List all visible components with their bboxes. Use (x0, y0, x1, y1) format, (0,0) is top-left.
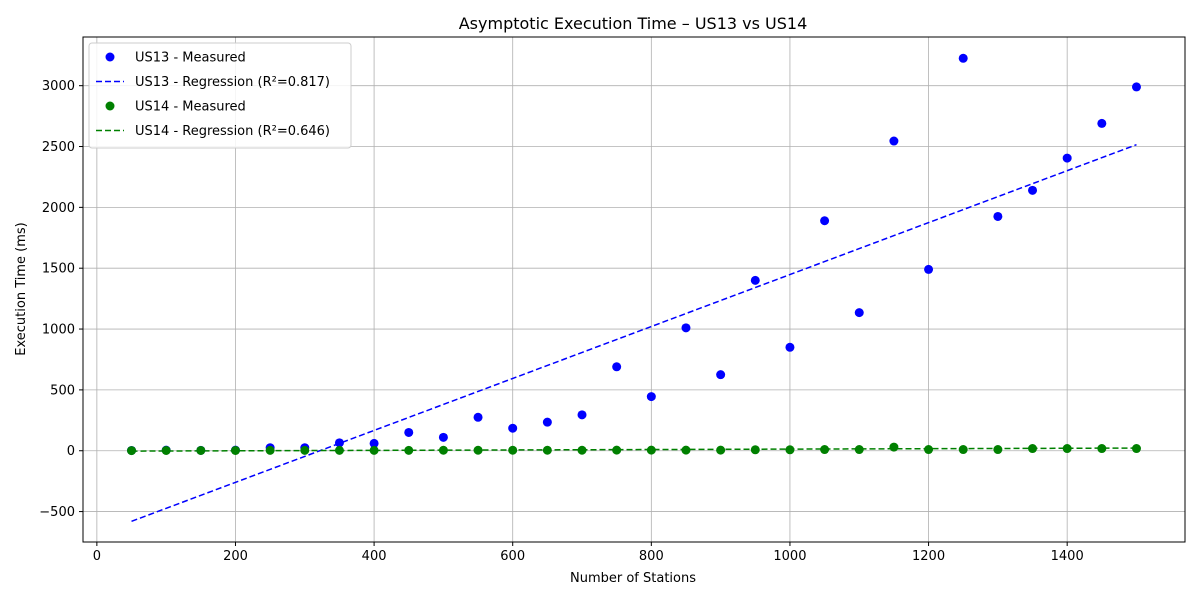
us13-measured-point (473, 412, 483, 422)
legend-label-us14-regression: US14 - Regression (R²=0.646) (135, 124, 330, 139)
us13-measured-point (577, 410, 587, 420)
us13-measured-point (542, 417, 552, 427)
us14-measured-point (785, 445, 795, 455)
us14-measured-point (820, 445, 830, 455)
y-tick-label: 500 (50, 383, 75, 398)
us13-measured-point (924, 264, 934, 274)
us14-measured-point (577, 445, 587, 455)
us14-measured-point (750, 445, 760, 455)
us14-regression-line (131, 447, 1137, 452)
us14-measured-point (1062, 444, 1072, 454)
x-tick-label: 800 (639, 549, 664, 564)
us13-measured-point (508, 423, 518, 433)
us14-measured-point (161, 445, 171, 455)
us14-measured-point (646, 445, 656, 455)
us14-measured-point (300, 445, 310, 455)
us14-measured-point (1097, 444, 1107, 454)
y-tick-label: 2000 (42, 201, 75, 216)
x-tick-label: 0 (93, 549, 101, 564)
us14-measured-point (993, 445, 1003, 455)
x-tick-label: 400 (362, 549, 387, 564)
chart-title: Asymptotic Execution Time – US13 vs US14 (459, 14, 808, 33)
us13-measured-point (716, 370, 726, 380)
us14-measured-point (473, 445, 483, 455)
legend-marker-us14-measured (105, 101, 115, 111)
us13-measured-point (993, 211, 1003, 221)
us13-measured-point (612, 362, 622, 372)
y-tick-label: 2500 (42, 140, 75, 155)
us14-measured-point (1028, 444, 1038, 454)
us14-measured-point (681, 445, 691, 455)
x-tick-label: 200 (223, 549, 248, 564)
us13-measured-point (334, 438, 344, 448)
x-axis-ticks: 0 200 400 600 800 1000 1200 1400 (93, 542, 1084, 564)
us13-measured-point (404, 427, 414, 437)
y-tick-label: −500 (39, 505, 75, 520)
us14-measured-point (854, 445, 864, 455)
us13-measured-point (1028, 185, 1038, 195)
us14-measured-point (542, 445, 552, 455)
us14-measured-point (889, 442, 899, 452)
us14-measured-point (958, 445, 968, 455)
us13-regression-line (131, 143, 1137, 523)
us14-measured-point (127, 446, 137, 456)
x-tick-label: 1200 (912, 549, 945, 564)
us13-measured-point (889, 136, 899, 146)
x-axis-label: Number of Stations (570, 571, 696, 586)
us14-measured-point (265, 445, 275, 455)
us13-measured-point (854, 308, 864, 318)
us13-measured-point (1131, 82, 1141, 92)
y-tick-label: 1000 (42, 323, 75, 338)
us13-measured-point (785, 342, 795, 352)
us13-measured-point (958, 53, 968, 63)
us14-measured-point (404, 445, 414, 455)
us13-measured-point (820, 216, 830, 226)
us14-measured-point (1131, 444, 1141, 454)
us14-measured-point (230, 445, 240, 455)
us13-measured-point (1097, 118, 1107, 128)
us14-measured-point (369, 445, 379, 455)
us13-measured-point (369, 438, 379, 448)
y-tick-label: 0 (67, 444, 75, 459)
legend-label-us14-measured: US14 - Measured (135, 100, 246, 115)
us13-measured-point (1062, 153, 1072, 163)
plot-frame (82, 36, 1186, 543)
legend-marker-us13-measured (105, 52, 115, 62)
legend-box (88, 42, 352, 149)
y-tick-label: 3000 (42, 79, 75, 94)
us14-measured-point (334, 445, 344, 455)
us14-measured-point (612, 445, 622, 455)
legend: US13 - Measured US13 - Regression (R²=0.8… (88, 42, 352, 149)
legend-label-us13-measured: US13 - Measured (135, 51, 246, 66)
x-tick-label: 600 (500, 549, 525, 564)
us13-measured-point (438, 432, 448, 442)
us14-measured-point (924, 445, 934, 455)
y-axis-label: Execution Time (ms) (14, 222, 29, 355)
regression-lines (131, 143, 1137, 523)
us14-measured-point (438, 445, 448, 455)
us13-measured-point (646, 392, 656, 402)
x-tick-label: 1400 (1051, 549, 1084, 564)
data-points (127, 53, 1141, 456)
us13-measured-point (681, 323, 691, 333)
y-axis-ticks: −500 0 500 1000 1500 2000 2500 3000 (39, 79, 83, 520)
x-tick-label: 1000 (773, 549, 806, 564)
us13-measured-point (750, 275, 760, 285)
us14-measured-point (716, 445, 726, 455)
us14-measured-point (196, 445, 206, 455)
y-tick-label: 1500 (42, 262, 75, 277)
us14-measured-point (508, 445, 518, 455)
legend-label-us13-regression: US13 - Regression (R²=0.817) (135, 75, 330, 90)
